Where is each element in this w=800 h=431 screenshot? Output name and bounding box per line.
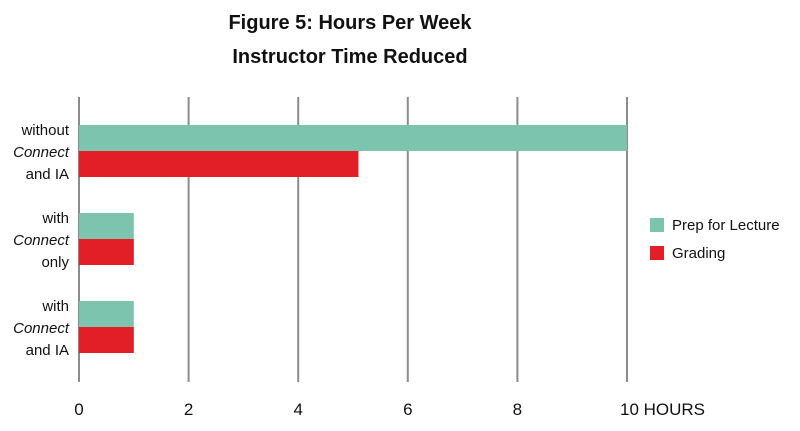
legend-label-prep: Prep for Lecture xyxy=(672,217,780,234)
legend-item-prep: Prep for Lecture xyxy=(650,217,780,234)
legend-item-grading: Grading xyxy=(650,245,725,262)
x-tick-label: 8 xyxy=(513,400,522,419)
bar-grading-1 xyxy=(79,239,134,265)
bar-prep-1 xyxy=(79,213,134,239)
bar-prep-0 xyxy=(79,125,627,151)
legend-swatch-grading xyxy=(650,246,664,260)
bar-grading-0 xyxy=(79,151,359,177)
x-tick-label: 10 HOURS xyxy=(620,400,705,419)
chart-title: Figure 5: Hours Per Week xyxy=(228,12,472,34)
x-tick-label: 6 xyxy=(403,400,412,419)
category-label: with Connect only xyxy=(13,210,70,271)
category-label: without Connect and IA xyxy=(13,122,70,183)
x-tick-label: 4 xyxy=(293,400,302,419)
legend-label-grading: Grading xyxy=(672,245,726,262)
chart-subtitle: Instructor Time Reduced xyxy=(232,46,468,68)
legend-swatch-prep xyxy=(650,218,664,232)
bar-grading-2 xyxy=(79,327,134,353)
x-tick-label: 2 xyxy=(184,400,193,419)
category-label: with Connect and IA xyxy=(13,298,70,359)
x-tick-label: 0 xyxy=(74,400,83,419)
bar-prep-2 xyxy=(79,301,134,327)
